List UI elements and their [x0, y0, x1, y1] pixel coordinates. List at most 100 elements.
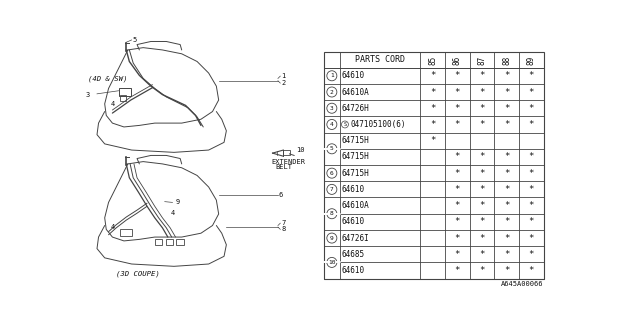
Text: 6: 6 [330, 171, 333, 176]
Bar [284, 150, 289, 156]
Text: PARTS CORD: PARTS CORD [355, 55, 405, 64]
Text: *: * [454, 169, 460, 178]
Text: 047105100(6): 047105100(6) [350, 120, 406, 129]
Text: *: * [529, 234, 534, 243]
Text: *: * [430, 120, 435, 129]
Text: *: * [479, 87, 484, 97]
Text: *: * [504, 71, 509, 80]
Text: 64610: 64610 [342, 71, 365, 80]
Text: *: * [504, 87, 509, 97]
Text: 9: 9 [330, 236, 333, 241]
Text: *: * [479, 201, 484, 210]
Text: *: * [454, 104, 460, 113]
Text: 64715H: 64715H [342, 152, 370, 161]
Text: *: * [529, 152, 534, 161]
Text: 64610A: 64610A [342, 87, 370, 97]
Text: *: * [454, 152, 460, 161]
Text: *: * [504, 266, 509, 275]
Text: 3: 3 [86, 92, 90, 98]
Text: *: * [529, 169, 534, 178]
Text: *: * [479, 185, 484, 194]
Text: *: * [479, 250, 484, 259]
Text: 5: 5 [132, 37, 137, 43]
Text: *: * [454, 250, 460, 259]
Text: *: * [479, 234, 484, 243]
Text: *: * [529, 217, 534, 226]
Text: *: * [454, 120, 460, 129]
Text: 7: 7 [281, 220, 285, 226]
Text: 64610: 64610 [342, 266, 365, 275]
Text: 64715H: 64715H [342, 169, 370, 178]
Text: *: * [504, 104, 509, 113]
Text: *: * [454, 71, 460, 80]
Bar [118, 88, 131, 96]
Text: 4: 4 [110, 224, 115, 230]
Bar [155, 239, 163, 245]
Text: *: * [430, 87, 435, 97]
Text: *: * [454, 234, 460, 243]
Text: *: * [529, 185, 534, 194]
Text: EXTENDER: EXTENDER [271, 159, 305, 164]
Text: *: * [454, 87, 460, 97]
Text: *: * [504, 120, 509, 129]
Text: S: S [344, 122, 346, 127]
Text: *: * [504, 169, 509, 178]
Text: 64726I: 64726I [342, 234, 370, 243]
Text: 87: 87 [477, 55, 486, 65]
Text: 10: 10 [296, 147, 304, 153]
Text: *: * [529, 201, 534, 210]
Text: *: * [529, 87, 534, 97]
Text: *: * [504, 152, 509, 161]
Text: *: * [504, 201, 509, 210]
Text: 5: 5 [330, 146, 333, 151]
Text: 4: 4 [330, 122, 333, 127]
Text: 85: 85 [428, 55, 437, 65]
Text: 7: 7 [330, 187, 333, 192]
Text: *: * [454, 185, 460, 194]
Text: 4: 4 [170, 210, 175, 216]
Text: *: * [454, 217, 460, 226]
Text: 2: 2 [281, 80, 285, 86]
Text: *: * [479, 217, 484, 226]
Bar [120, 95, 126, 101]
Text: *: * [430, 136, 435, 145]
Text: *: * [529, 250, 534, 259]
Text: *: * [430, 104, 435, 113]
Text: *: * [454, 266, 460, 275]
Text: 64726H: 64726H [342, 104, 370, 113]
Text: *: * [479, 120, 484, 129]
Text: 64610: 64610 [342, 217, 365, 226]
Text: (4D & SW): (4D & SW) [88, 75, 127, 82]
Text: 8: 8 [281, 226, 285, 232]
Text: 10: 10 [328, 260, 335, 265]
Text: 6: 6 [279, 192, 283, 198]
Text: 3: 3 [330, 106, 333, 111]
Text: 1: 1 [330, 73, 333, 78]
Text: *: * [529, 71, 534, 80]
Text: 64610A: 64610A [342, 201, 370, 210]
Text: A645A00066: A645A00066 [501, 281, 543, 287]
Text: 64610: 64610 [342, 185, 365, 194]
Bar [324, 52, 543, 279]
Text: 89: 89 [527, 55, 536, 65]
Text: *: * [529, 120, 534, 129]
Text: 64715H: 64715H [342, 136, 370, 145]
Text: (3D COUPE): (3D COUPE) [116, 271, 160, 277]
Text: *: * [504, 217, 509, 226]
Text: 9: 9 [176, 199, 180, 205]
Text: *: * [479, 169, 484, 178]
Bar [166, 239, 173, 245]
Text: *: * [479, 266, 484, 275]
Bar [176, 239, 184, 245]
Text: *: * [529, 266, 534, 275]
Text: *: * [504, 185, 509, 194]
Text: 64685: 64685 [342, 250, 365, 259]
Text: *: * [479, 71, 484, 80]
Text: *: * [479, 104, 484, 113]
Text: 86: 86 [453, 55, 462, 65]
Text: 8: 8 [330, 211, 333, 216]
Text: *: * [504, 234, 509, 243]
Text: 2: 2 [330, 90, 333, 94]
Text: *: * [479, 152, 484, 161]
Text: 88: 88 [502, 55, 511, 65]
